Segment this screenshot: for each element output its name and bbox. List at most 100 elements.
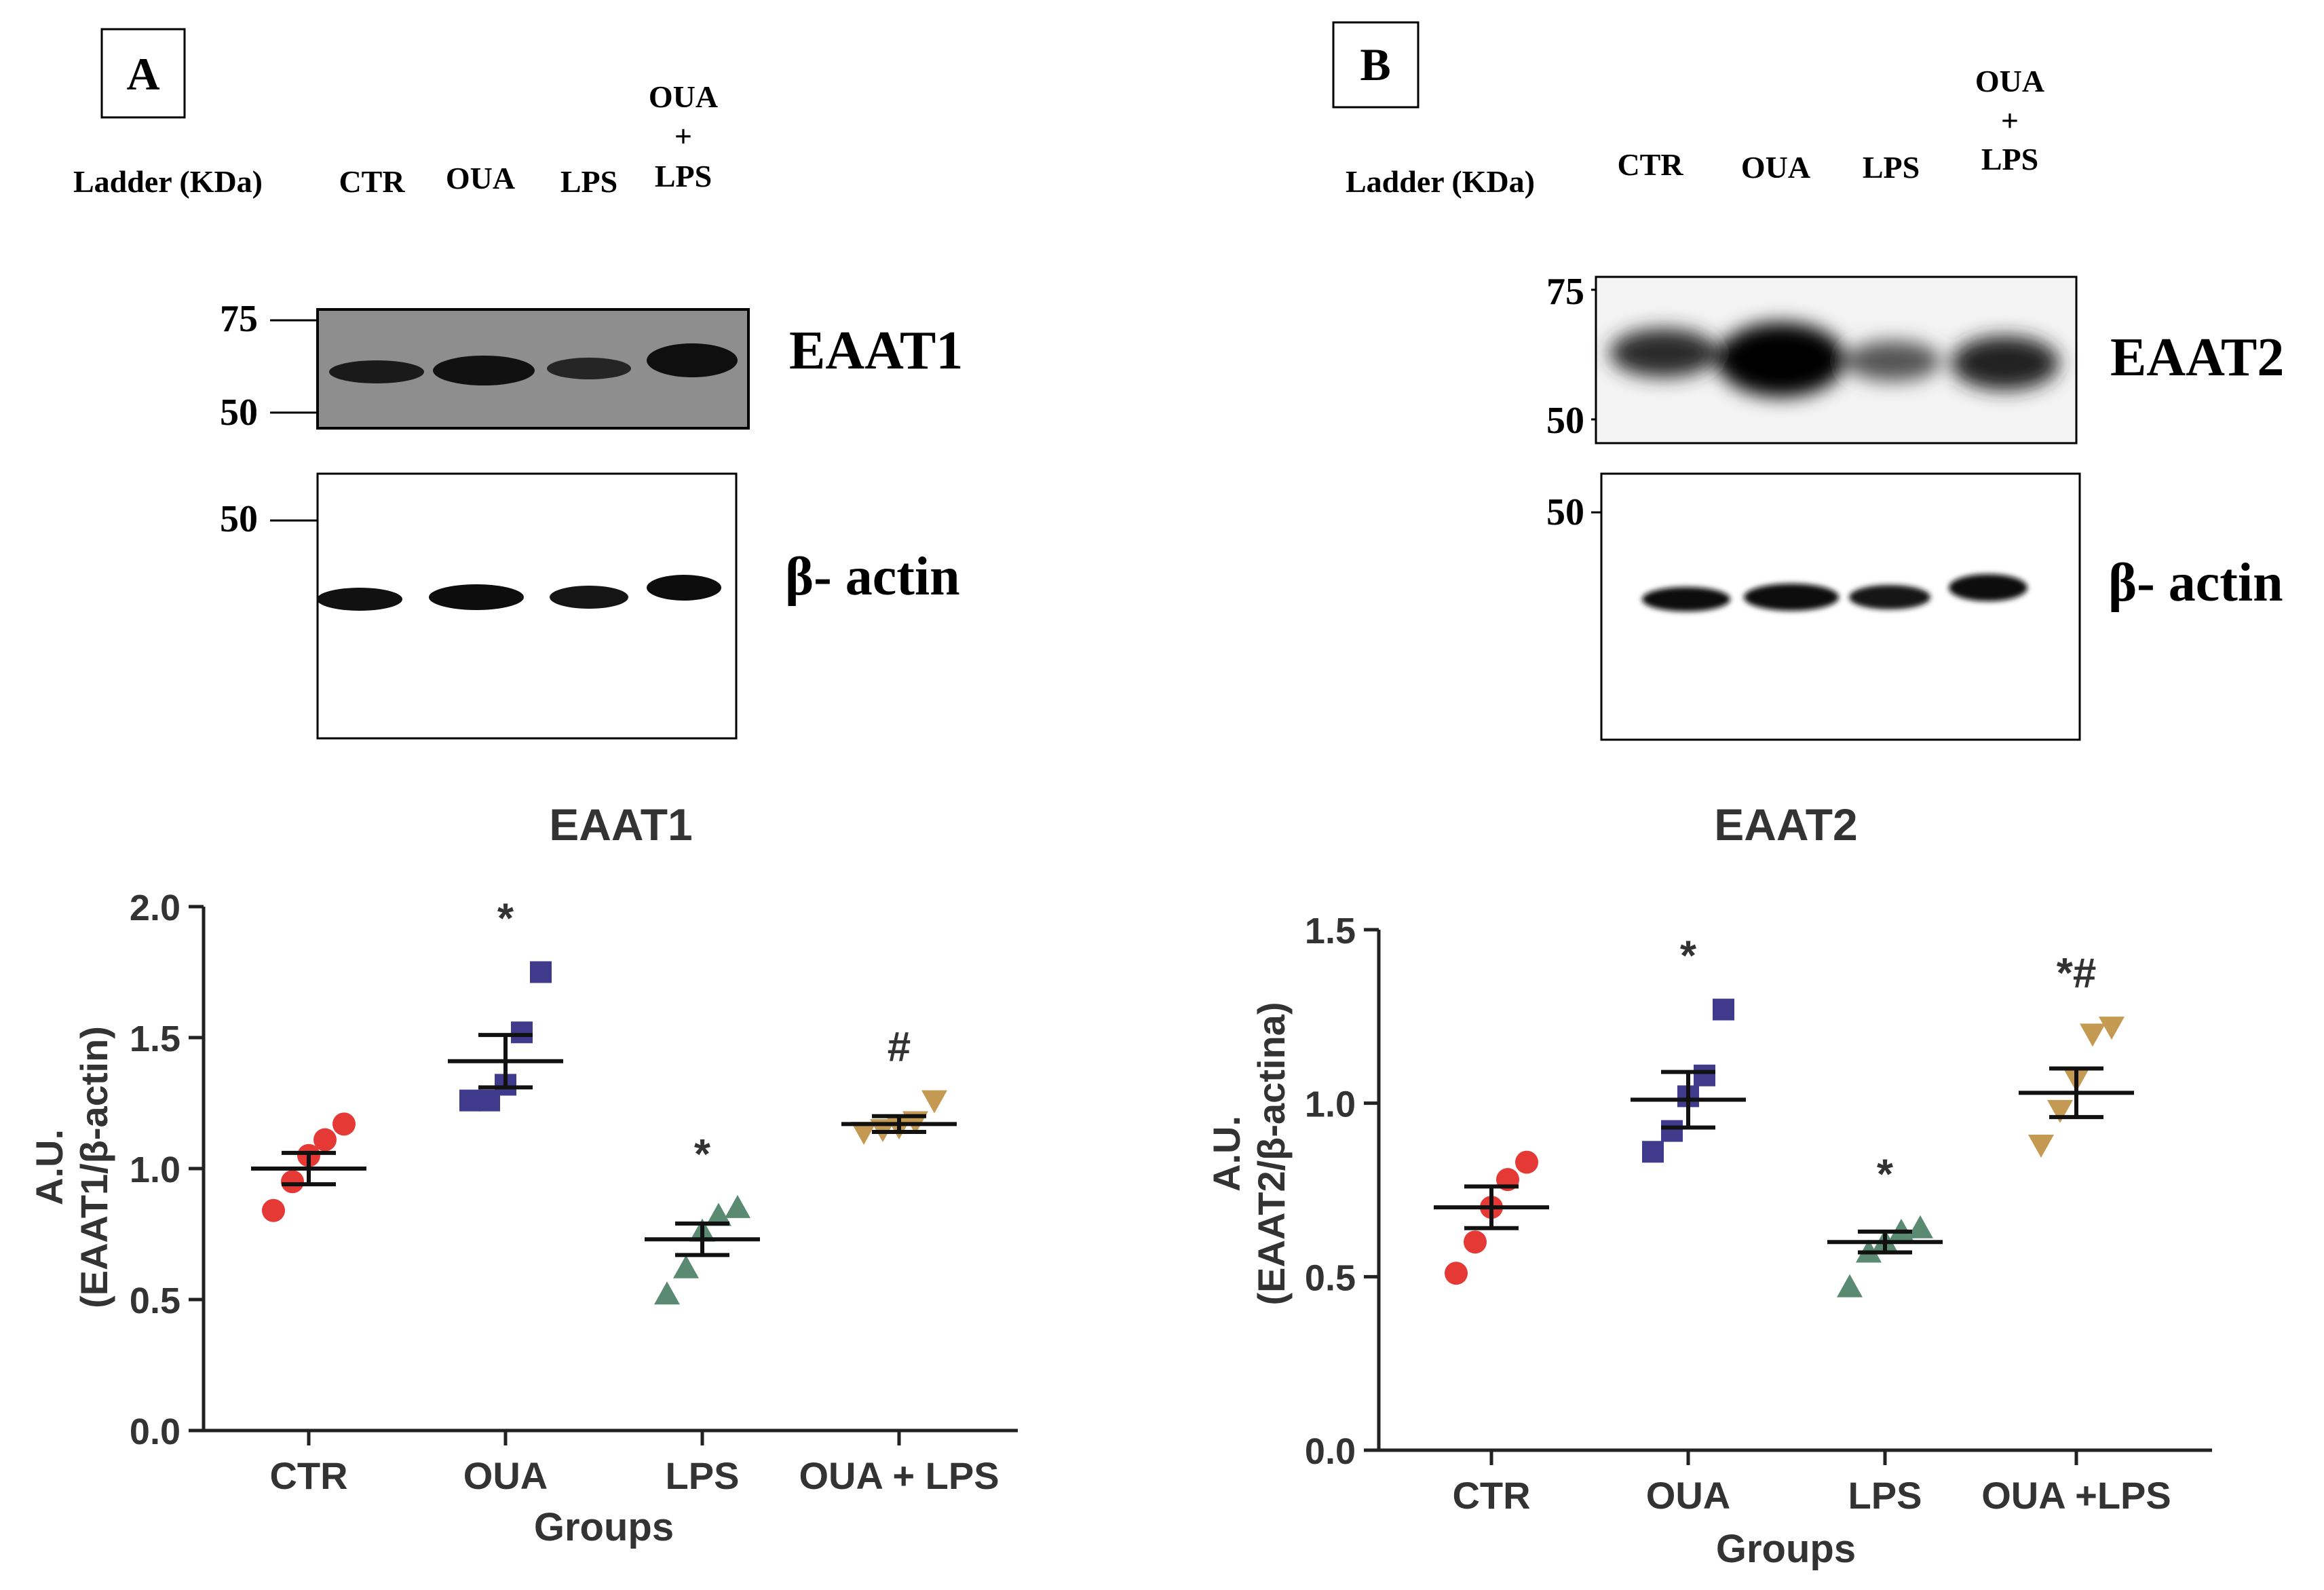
lane-label-oua-lps-1: OUA: [649, 79, 718, 114]
data-point: [725, 1194, 750, 1218]
lane-label-ctr: CTR: [339, 164, 405, 199]
eaat2-chart: EAAT2 A.U. (EAAT2/β-actina) Groups 0.0 0.…: [1205, 799, 2212, 1571]
significance-marker: *: [1680, 933, 1697, 980]
eaat2-blot-label: EAAT2: [2110, 328, 2284, 387]
y-tick-label: 0.5: [1305, 1257, 1356, 1298]
y-tick-label: 0.0: [1305, 1431, 1356, 1472]
lane-label-oua: OUA: [446, 161, 515, 195]
panel-a-label: A: [126, 48, 159, 100]
actin-a-marker-50: 50: [220, 498, 258, 540]
actin-b-band-ctr: [1642, 587, 1730, 611]
actin-a-band-lps: [550, 586, 628, 609]
y-tick-label: 1.5: [130, 1019, 180, 1059]
data-point: [281, 1170, 304, 1194]
y-axis-label-line1: A.U.: [28, 1129, 71, 1205]
eaat1-band-oua: [433, 356, 535, 385]
data-point: [1464, 1230, 1487, 1254]
data-point: [530, 961, 552, 983]
data-point: [1661, 1120, 1683, 1142]
data-point: [2028, 1135, 2054, 1158]
data-point: [706, 1203, 731, 1226]
y-tick-label: 1.5: [1305, 911, 1356, 951]
actin-b-marker-50: 50: [1546, 491, 1584, 533]
actin-a-band-oua: [429, 584, 524, 610]
data-point: [313, 1128, 337, 1152]
lane-label-lps: LPS: [560, 164, 617, 199]
eaat1-chart: EAAT1 A.U. (EAAT1/β-actin) Groups 0.0 0.5…: [28, 799, 1018, 1549]
actin-a-band-ctr: [317, 588, 402, 611]
data-point: [511, 1021, 533, 1044]
eaat2-band-oua: [1717, 322, 1846, 397]
y-tick-label: 1.0: [130, 1150, 180, 1190]
y-tick-label: 1.0: [1305, 1084, 1356, 1125]
data-point: [2080, 1023, 2106, 1047]
chart-title: EAAT1: [549, 799, 692, 850]
chart-title: EAAT2: [1714, 799, 1857, 850]
significance-marker: #: [888, 1024, 911, 1071]
data-point: [654, 1281, 680, 1305]
marker-50: 50: [1546, 400, 1584, 442]
panel-b-label: B: [1360, 39, 1390, 90]
panel-b-label-box: [1332, 21, 1420, 109]
data-point: [673, 1255, 699, 1279]
ladder-label: Ladder (KDa): [73, 164, 263, 199]
eaat2-band-oua-lps: [1951, 336, 2059, 390]
significance-marker: *: [497, 896, 514, 943]
data-point: [2047, 1099, 2073, 1123]
data-point: [262, 1198, 285, 1222]
eaat2-band-lps: [1846, 341, 1941, 381]
lane-label-oua-lps-2: +: [674, 119, 692, 153]
ladder-label: Ladder (KDa): [1346, 164, 1535, 199]
lane-label-oua-lps-2: +: [2001, 103, 2019, 138]
data-point: [1713, 998, 1734, 1021]
y-tick-label: 0.5: [130, 1281, 180, 1321]
actin-b-blot-label: β- actin: [2108, 553, 2283, 613]
x-tick-label: OUA +LPS: [1981, 1474, 2171, 1517]
actin-a-band-oua-lps: [647, 575, 721, 601]
x-tick-label: OUA: [463, 1454, 548, 1497]
actin-a-blot-label: β- actin: [785, 547, 960, 607]
panel-a-blot: A Ladder (KDa) CTR OUA LPS OUA + LPS 75 …: [73, 28, 963, 740]
eaat1-band-lps: [547, 358, 631, 379]
data-point: [459, 1089, 481, 1112]
data-point: [1515, 1150, 1538, 1174]
panel-a-label-box: [100, 28, 186, 119]
y-tick-label: 0.0: [130, 1412, 180, 1452]
panel-b-blot: B Ladder (KDa) CTR OUA LPS OUA + LPS 75 …: [1332, 21, 2284, 741]
eaat2-bands: [1609, 322, 2059, 397]
significance-marker: *#: [2057, 950, 2097, 997]
actin-a-bands: [317, 575, 721, 611]
eaat2-band-ctr: [1609, 328, 1718, 377]
significance-marker: *: [1877, 1152, 1894, 1198]
x-tick-label: LPS: [666, 1454, 740, 1497]
x-tick-label: LPS: [1848, 1474, 1922, 1517]
y-tick-label: 2.0: [130, 888, 180, 928]
lane-label-oua-lps-3: LPS: [655, 159, 712, 193]
eaat1-band-oua-lps: [647, 343, 738, 377]
marker-75: 75: [220, 298, 258, 340]
actin-b-band-lps: [1849, 585, 1930, 609]
marker-75: 75: [1546, 271, 1584, 313]
y-axis-label-line1: A.U.: [1205, 1116, 1248, 1192]
data-point: [921, 1090, 947, 1114]
data-point: [851, 1121, 877, 1145]
actin-b-bands: [1642, 574, 2027, 611]
lane-label-oua: OUA: [1741, 150, 1810, 185]
x-tick-label: OUA + LPS: [799, 1454, 999, 1497]
lane-label-lps: LPS: [1863, 150, 1920, 185]
data-point: [1445, 1262, 1468, 1285]
eaat1-bands: [329, 343, 738, 385]
x-axis-label: Groups: [1716, 1527, 1856, 1571]
x-axis-label: Groups: [534, 1505, 674, 1549]
eaat1-blot-label: EAAT1: [789, 321, 963, 381]
data-point: [1837, 1274, 1863, 1298]
significance-marker: *: [694, 1131, 711, 1178]
data-point: [1642, 1141, 1664, 1163]
actin-b-band-oua: [1744, 584, 1839, 611]
x-tick-label: CTR: [1452, 1474, 1530, 1517]
eaat1-band-ctr: [329, 360, 424, 383]
y-axis-label-line2: (EAAT1/β-actin): [73, 1026, 115, 1308]
data-point: [332, 1112, 356, 1136]
marker-50: 50: [220, 392, 258, 434]
